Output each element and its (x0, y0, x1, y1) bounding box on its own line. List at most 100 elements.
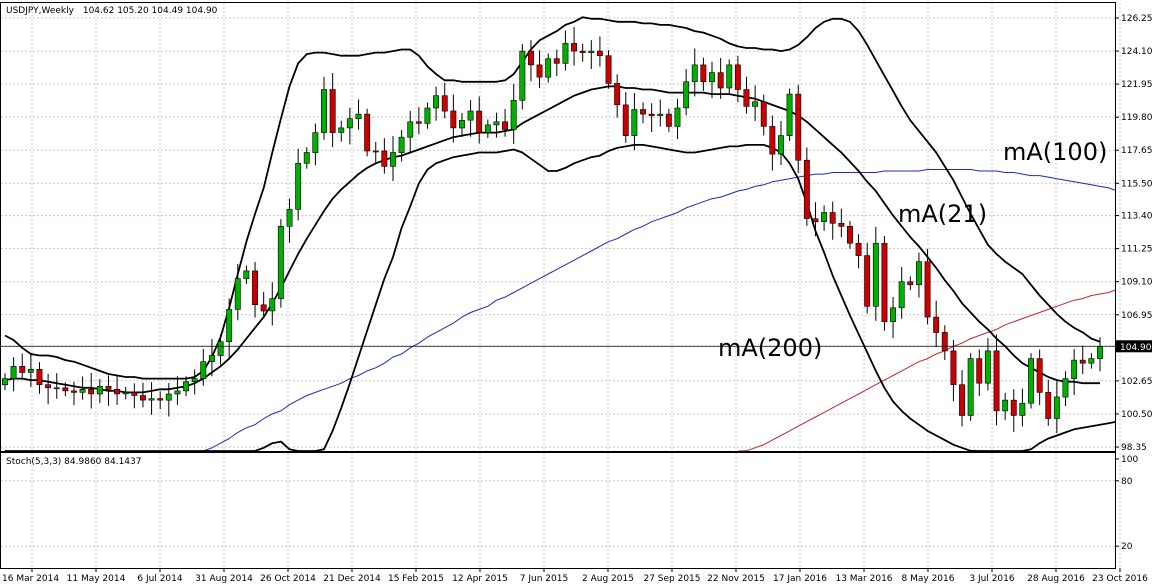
candle-bull (320, 89, 327, 133)
candle-bull (821, 212, 828, 222)
candle-bear (596, 50, 603, 56)
candle-bull (493, 121, 500, 126)
y-tick-label: 106.95 (1121, 311, 1153, 321)
candle-bull (1062, 378, 1069, 398)
candle-bull (898, 281, 905, 309)
candle-bear (527, 50, 534, 66)
stoch-panel-frame (0, 452, 1116, 569)
candle-bear (803, 159, 810, 219)
candle-bear (476, 110, 483, 133)
grid-layer (1, 3, 1121, 568)
candle-bull (786, 93, 793, 136)
bollinger-lower-line (5, 144, 1115, 451)
candle-bull (389, 152, 396, 167)
candle-bull (519, 50, 526, 101)
candle-bull (1071, 359, 1078, 379)
candle-bull (398, 136, 405, 153)
y-tick-label: 102.65 (1121, 377, 1153, 387)
candle-bull (545, 58, 552, 78)
candle-bear (614, 83, 621, 106)
x-tick-label: 21 Dec 2014 (323, 574, 381, 584)
y-tick-label: 109.10 (1121, 278, 1153, 288)
candle-bull (484, 124, 491, 133)
candle-bear (846, 226, 853, 244)
candle-bull (96, 385, 103, 395)
stoch-y-tick-label: 80 (1121, 477, 1133, 487)
candle-bull (510, 100, 517, 130)
candle-bear (769, 126, 776, 155)
candle-bull (312, 132, 319, 153)
candle-bear (640, 109, 647, 115)
candle-bear (743, 89, 750, 107)
candle-bull (338, 127, 345, 133)
candle-bull (295, 163, 302, 210)
candle-bear (855, 243, 862, 256)
candle-bear (907, 281, 914, 286)
candle-bull (174, 390, 181, 395)
y-tick-label: 113.40 (1121, 212, 1153, 222)
candle-bear (62, 387, 69, 392)
candle-bull (562, 43, 569, 64)
candle-bull (183, 381, 189, 392)
x-tick-label: 11 May 2014 (67, 574, 126, 584)
candle-bear (1010, 399, 1017, 416)
candle-bull (915, 261, 922, 286)
candle-bull (631, 109, 638, 136)
candle-bull (165, 393, 172, 401)
candle-bear (760, 101, 767, 127)
candle-bull (708, 72, 715, 83)
y-tick-label: 121.95 (1121, 80, 1153, 90)
candle-bull (674, 107, 681, 127)
x-tick-label: 31 Aug 2014 (195, 574, 253, 584)
candle-bull (303, 152, 310, 164)
candle-bull (79, 388, 86, 393)
current-price-box (1116, 340, 1152, 353)
candle-bull (355, 113, 362, 119)
y-tick-label: 119.80 (1121, 113, 1153, 123)
candle-bear (536, 64, 543, 78)
candle-bull (984, 350, 991, 384)
y-tick-label: 115.50 (1121, 179, 1153, 189)
candle-bull (407, 121, 414, 138)
candle-bear (329, 89, 336, 133)
candle-bull (777, 135, 784, 155)
candle-bear (941, 332, 948, 352)
x-tick-label: 15 Feb 2015 (388, 574, 444, 584)
x-tick-label: 3 Jul 2016 (969, 574, 1014, 584)
candle-bear (622, 104, 629, 137)
x-tick-label: 13 Mar 2016 (835, 574, 892, 584)
x-tick-label: 23 Oct 2016 (1092, 574, 1148, 584)
candle-bear (19, 365, 26, 373)
candle-bear (665, 113, 672, 127)
ma100-line (203, 169, 1115, 451)
candle-bull (27, 368, 34, 373)
x-tick-label: 26 Oct 2014 (260, 574, 316, 584)
candle-bull (148, 398, 155, 401)
candle-bear (1045, 392, 1052, 419)
x-tick-label: 6 Jul 2014 (137, 574, 182, 584)
current-price-label: 104.90 (1120, 343, 1152, 353)
symbol-label: USDJPY,Weekly (6, 6, 75, 16)
candle-bear (950, 350, 957, 385)
candle-bear (795, 93, 802, 161)
candle-bear (441, 95, 448, 112)
y-tick-label: 100.50 (1121, 410, 1153, 420)
candle-bull (433, 95, 439, 109)
candle-bull (967, 358, 974, 416)
candle-bear (45, 384, 52, 389)
candle-bull (226, 309, 233, 342)
annotation-ma200: mA(200) (718, 334, 822, 362)
candle-bear (881, 243, 888, 323)
candle-bear (829, 212, 836, 224)
candle-bear (260, 304, 267, 312)
candle-bull (1028, 358, 1035, 404)
candle-bear (605, 55, 612, 84)
y-tick-label: 111.25 (1121, 245, 1153, 255)
candle-bear (502, 121, 508, 130)
ma200-line (737, 289, 1115, 451)
x-tick-label: 2 Aug 2015 (582, 574, 634, 584)
candle-bull (122, 392, 129, 395)
candle-bear (105, 385, 112, 390)
